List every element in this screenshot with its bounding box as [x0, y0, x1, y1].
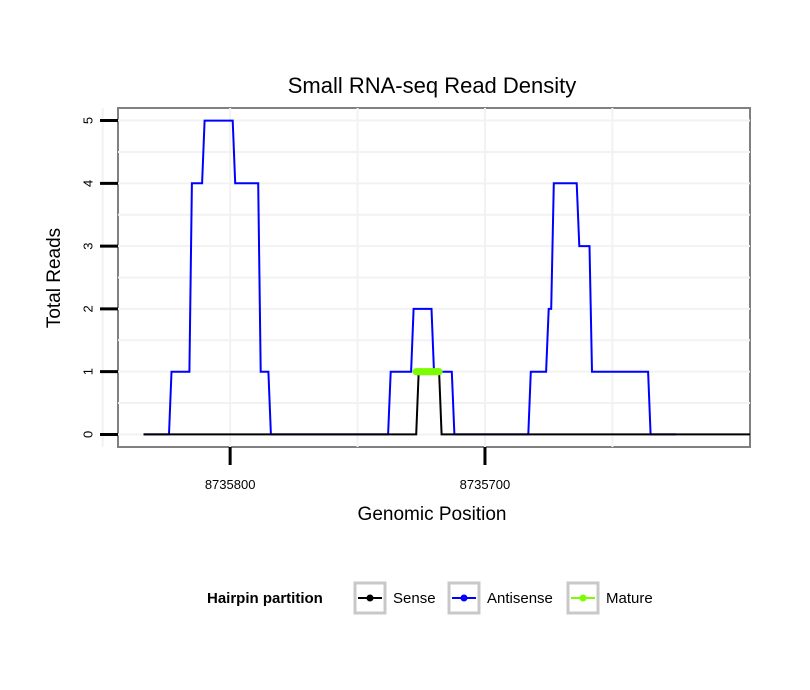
legend-dot-sense: [366, 594, 374, 602]
y-axis: 0 1 2 3 4 5: [80, 117, 118, 438]
legend-dot-antisense: [460, 594, 468, 602]
y-tick-label: 5: [80, 117, 95, 124]
series-line-antisense: [143, 119, 677, 436]
x-axis: 8735800 8735700: [205, 447, 510, 492]
series-point-mature: [435, 368, 443, 376]
legend-entry-mature: Mature: [566, 581, 653, 615]
series-layer: [143, 119, 750, 436]
legend-title: Hairpin partition: [207, 590, 323, 607]
legend: Hairpin partition Sense Antisense Mature: [207, 581, 653, 615]
legend-entry-sense: Sense: [353, 581, 436, 615]
legend-label-sense: Sense: [393, 590, 436, 607]
chart-title: Small RNA-seq Read Density: [288, 73, 577, 98]
y-tick-label: 1: [80, 368, 95, 375]
legend-label-antisense: Antisense: [487, 590, 553, 607]
legend-entry-antisense: Antisense: [447, 581, 553, 615]
y-tick-label: 2: [80, 305, 95, 312]
x-axis-title: Genomic Position: [358, 504, 507, 525]
x-tick-label: 8735700: [460, 477, 511, 492]
x-tick-label: 8735800: [205, 477, 256, 492]
y-tick-label: 0: [80, 431, 95, 438]
legend-dot-mature: [579, 594, 587, 602]
y-axis-title: Total Reads: [44, 228, 65, 328]
y-tick-label: 3: [80, 242, 95, 249]
legend-label-mature: Mature: [606, 590, 653, 607]
y-tick-label: 4: [80, 180, 95, 187]
